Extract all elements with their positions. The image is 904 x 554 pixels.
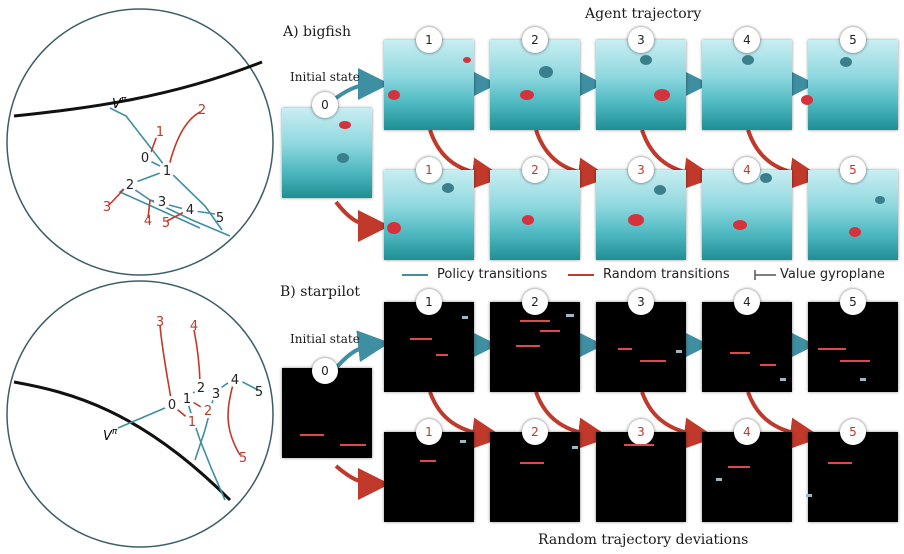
starpilot-random-badge-3: 3 — [628, 419, 654, 445]
legend-random-label: Random transitions — [603, 267, 730, 282]
node-b-random-2: 2 — [204, 404, 212, 419]
starpilot-policy-frame-3 — [596, 302, 686, 392]
node-a-0-bg — [137, 149, 153, 165]
bigfish-policy-badge-5: 5 — [840, 27, 866, 53]
bigfish-initial-badge: 0 — [312, 92, 338, 118]
circle-a-boundary — [6, 8, 274, 276]
node-a-random-1: 1 — [156, 125, 164, 140]
bigfish-random-frame-5 — [808, 170, 898, 260]
starpilot-policy-frame-4 — [702, 302, 792, 392]
starpilot-policy-frame-1 — [384, 302, 474, 392]
panel-a-initial-label: Initial state — [290, 70, 360, 84]
starpilot-random-frame-5 — [808, 432, 898, 522]
legend-policy-swatch — [402, 274, 428, 276]
random-deviations-title: Random trajectory deviations — [538, 532, 749, 548]
starpilot-random-badge-4: 4 — [734, 419, 760, 445]
bigfish-policy-badge-4: 4 — [734, 27, 760, 53]
bigfish-random-frame-4 — [702, 170, 792, 260]
legend-value-swatch — [754, 270, 776, 280]
bigfish-policy-frame-4 — [702, 40, 792, 130]
trajectory-circles: Vπ 0 1 2 3 4 5 — [6, 8, 274, 548]
bigfish-random-badge-4: 4 — [734, 157, 760, 183]
node-b-random-3: 3 — [156, 315, 164, 330]
legend-value-label: Value gyroplane — [780, 267, 885, 282]
value-curve-a — [13, 60, 263, 118]
node-a-policy-2: 2 — [126, 178, 134, 193]
starpilot-random-badge-2: 2 — [522, 419, 548, 445]
node-b-policy-3: 3 — [212, 387, 220, 402]
node-a-policy-0: 0 — [141, 151, 149, 166]
node-a-policy-1: 1 — [163, 164, 171, 179]
node-a-random-3: 3 — [103, 200, 111, 215]
value-label-b: Vπ — [103, 427, 118, 444]
node-b-policy-2: 2 — [197, 381, 205, 396]
node-b-policy-1: 1 — [183, 392, 191, 407]
legend-random-swatch — [568, 274, 594, 276]
bigfish-policy-badge-3: 3 — [628, 27, 654, 53]
bigfish-random-frame-3 — [596, 170, 686, 260]
node-b-random-4: 4 — [190, 319, 198, 334]
node-a-policy-3: 3 — [158, 195, 166, 210]
starpilot-random-badge-5: 5 — [840, 419, 866, 445]
value-label-a: Vπ — [112, 95, 127, 112]
bigfish-policy-frame-1 — [384, 40, 474, 130]
bigfish-random-frame-2 — [490, 170, 580, 260]
bigfish-policy-frame-3 — [596, 40, 686, 130]
starpilot-random-frame-4 — [702, 432, 792, 522]
node-a-policy-5: 5 — [216, 211, 224, 226]
starpilot-policy-frame-5 — [808, 302, 898, 392]
panel-b-initial-label: Initial state — [290, 332, 360, 346]
starpilot-policy-badge-5: 5 — [840, 289, 866, 315]
node-a-random-4: 4 — [144, 214, 152, 229]
circle-b-diagram: Vπ 0 1 2 3 4 5 1 2 — [6, 280, 274, 548]
node-b-policy-4: 4 — [231, 373, 239, 388]
node-a-random-2: 2 — [198, 103, 206, 118]
panel-b-label: B) starpilot — [280, 284, 361, 300]
starpilot-random-frame-1 — [384, 432, 474, 522]
bigfish-random-badge-3: 3 — [628, 157, 654, 183]
value-curve-b — [13, 380, 232, 502]
bigfish-policy-frame-5 — [808, 40, 898, 130]
bigfish-random-badge-5: 5 — [840, 157, 866, 183]
node-b-random-5: 5 — [239, 451, 247, 466]
starpilot-random-frame-3 — [596, 432, 686, 522]
node-a-policy-4: 4 — [186, 203, 194, 218]
starpilot-random-frame-2 — [490, 432, 580, 522]
starpilot-policy-badge-3: 3 — [628, 289, 654, 315]
starpilot-policy-frame-2 — [490, 302, 580, 392]
node-b-policy-5: 5 — [255, 385, 263, 400]
starpilot-policy-badge-4: 4 — [734, 289, 760, 315]
circle-a-diagram: Vπ 0 1 2 3 4 5 — [6, 8, 274, 276]
bigfish-random-badge-1: 1 — [416, 157, 442, 183]
starpilot-policy-badge-1: 1 — [416, 289, 442, 315]
node-b-random-1: 1 — [188, 415, 196, 430]
bigfish-policy-frame-2 — [490, 40, 580, 130]
starpilot-initial-badge: 0 — [312, 358, 338, 384]
bigfish-initial-frame — [282, 108, 372, 198]
bigfish-policy-badge-2: 2 — [522, 27, 548, 53]
bigfish-random-badge-2: 2 — [522, 157, 548, 183]
panel-a-label: A) bigfish — [283, 24, 351, 40]
bigfish-random-frame-1 — [384, 170, 474, 260]
starpilot-random-badge-1: 1 — [416, 419, 442, 445]
starpilot-policy-badge-2: 2 — [522, 289, 548, 315]
bigfish-policy-badge-1: 1 — [416, 27, 442, 53]
node-a-random-5: 5 — [162, 216, 170, 231]
circle-b-boundary — [6, 280, 274, 548]
node-b-policy-0: 0 — [168, 398, 176, 413]
agent-trajectory-title: Agent trajectory — [585, 6, 702, 22]
legend-policy-label: Policy transitions — [437, 267, 548, 282]
